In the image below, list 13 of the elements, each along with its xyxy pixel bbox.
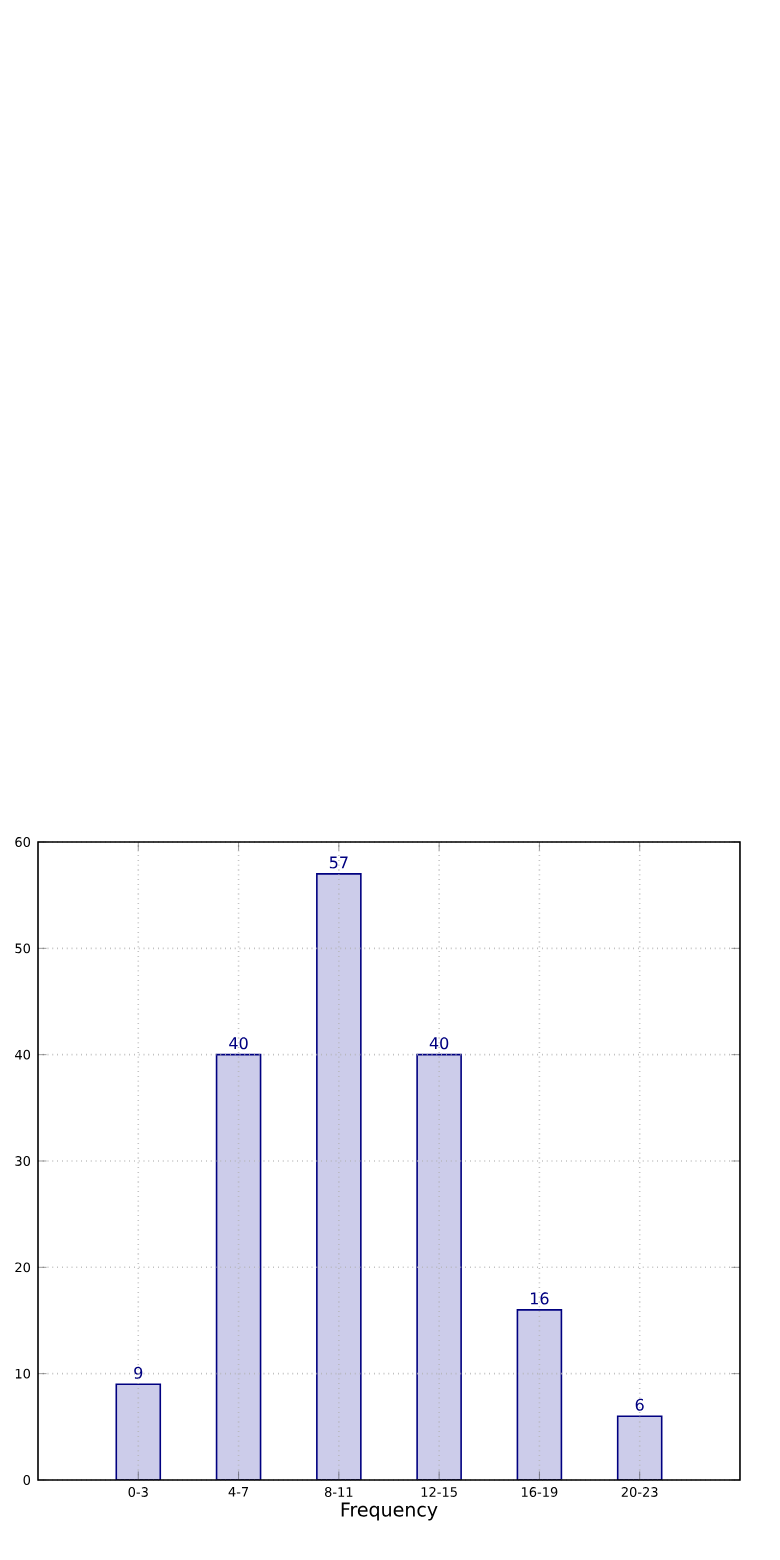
data-label: 57 (329, 856, 348, 869)
data-label: 40 (429, 1037, 449, 1050)
bar (215, 1053, 262, 1480)
data-label: 9 (134, 1366, 143, 1379)
bar (115, 1383, 162, 1480)
data-label: 6 (635, 1398, 644, 1411)
bar (316, 873, 362, 1480)
x-axis-title: Frequency (341, 1502, 438, 1521)
bar (416, 1053, 462, 1480)
data-label: 40 (229, 1037, 248, 1050)
data-label: 16 (530, 1292, 549, 1305)
bar (616, 1415, 663, 1480)
bar (516, 1309, 563, 1480)
